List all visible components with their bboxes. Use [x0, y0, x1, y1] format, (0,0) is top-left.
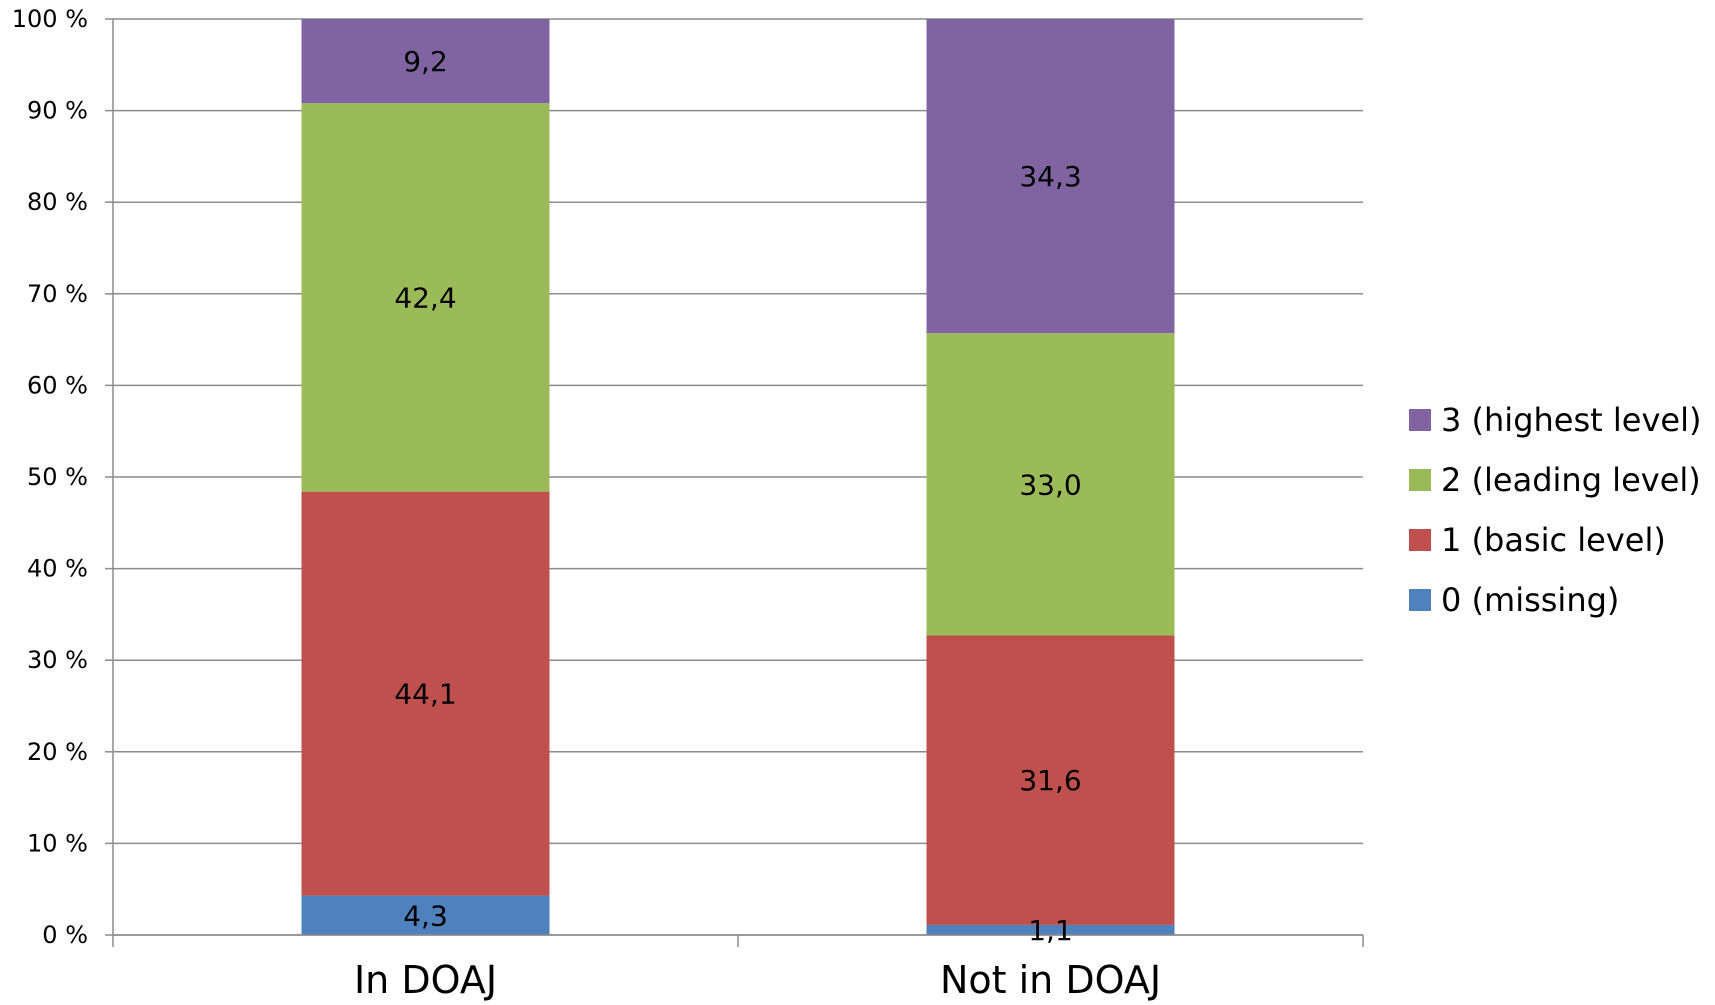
bar-segment — [301, 491, 550, 896]
axes — [105, 18, 1364, 947]
y-tick-label: 80 % — [27, 188, 88, 216]
data-label: 1,1 — [1028, 914, 1073, 947]
data-label: 44,1 — [394, 678, 456, 711]
data-labels: 4,3 44,1 42,4 9,2 1,1 31,6 33,0 34,3 — [394, 45, 1081, 947]
y-tick-label: 40 % — [27, 555, 88, 583]
x-tick-label: Not in DOAJ — [940, 958, 1161, 1002]
x-axis-tick-labels: In DOAJ Not in DOAJ — [354, 958, 1161, 1002]
bar-segment — [926, 19, 1175, 334]
y-tick-label: 50 % — [27, 463, 88, 491]
bar-segment — [301, 895, 550, 935]
bar-segment — [926, 635, 1175, 925]
x-tick-label: In DOAJ — [354, 958, 497, 1002]
data-label: 9,2 — [403, 45, 448, 78]
y-tick-label: 30 % — [27, 646, 88, 674]
y-tick-label: 0 % — [42, 921, 88, 949]
bars — [301, 19, 1175, 935]
bar-segment — [926, 924, 1175, 935]
data-label: 42,4 — [394, 281, 456, 314]
y-axis-tick-labels: 0 % 10 % 20 % 30 % 40 % 50 % 60 % 70 % 80 % 90 % 1… — [12, 5, 88, 949]
legend-label: 3 (highest level) — [1441, 401, 1701, 439]
legend: 3 (highest level) 2 (leading level) 1 (bas… — [1409, 401, 1701, 619]
bar-segment — [926, 333, 1175, 636]
legend-swatch — [1409, 529, 1431, 551]
data-label: 34,3 — [1019, 160, 1081, 193]
bar-segment — [301, 19, 550, 104]
legend-swatch — [1409, 469, 1431, 491]
legend-label: 0 (missing) — [1441, 581, 1619, 619]
data-label: 33,0 — [1019, 468, 1081, 501]
data-label: 4,3 — [403, 899, 448, 932]
y-tick-label: 90 % — [27, 97, 88, 125]
legend-label: 1 (basic level) — [1441, 521, 1666, 559]
legend-swatch — [1409, 409, 1431, 431]
y-tick-label: 100 % — [12, 5, 88, 33]
legend-label: 2 (leading level) — [1441, 461, 1701, 499]
legend-swatch — [1409, 589, 1431, 611]
gridlines — [113, 18, 1363, 936]
y-tick-label: 70 % — [27, 280, 88, 308]
bar-segment — [301, 103, 550, 492]
y-tick-label: 20 % — [27, 738, 88, 766]
data-label: 31,6 — [1019, 764, 1081, 797]
y-tick-label: 10 % — [27, 829, 88, 857]
y-tick-label: 60 % — [27, 371, 88, 399]
